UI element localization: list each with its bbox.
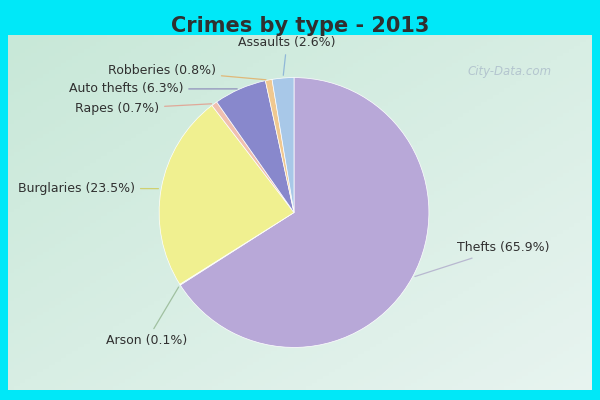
Wedge shape (212, 102, 294, 212)
Wedge shape (180, 78, 429, 347)
Text: Arson (0.1%): Arson (0.1%) (106, 287, 187, 347)
Text: Robberies (0.8%): Robberies (0.8%) (108, 64, 266, 80)
Text: Assaults (2.6%): Assaults (2.6%) (238, 36, 335, 75)
Wedge shape (180, 212, 294, 285)
Wedge shape (217, 81, 294, 212)
Wedge shape (265, 79, 294, 212)
Text: City-Data.com: City-Data.com (468, 66, 552, 78)
Text: Burglaries (23.5%): Burglaries (23.5%) (18, 182, 158, 195)
Text: Auto thefts (6.3%): Auto thefts (6.3%) (69, 82, 237, 96)
Text: Thefts (65.9%): Thefts (65.9%) (415, 242, 550, 276)
Wedge shape (272, 78, 294, 212)
Text: Rapes (0.7%): Rapes (0.7%) (75, 102, 212, 115)
Text: Crimes by type - 2013: Crimes by type - 2013 (171, 16, 429, 36)
Wedge shape (159, 106, 294, 284)
